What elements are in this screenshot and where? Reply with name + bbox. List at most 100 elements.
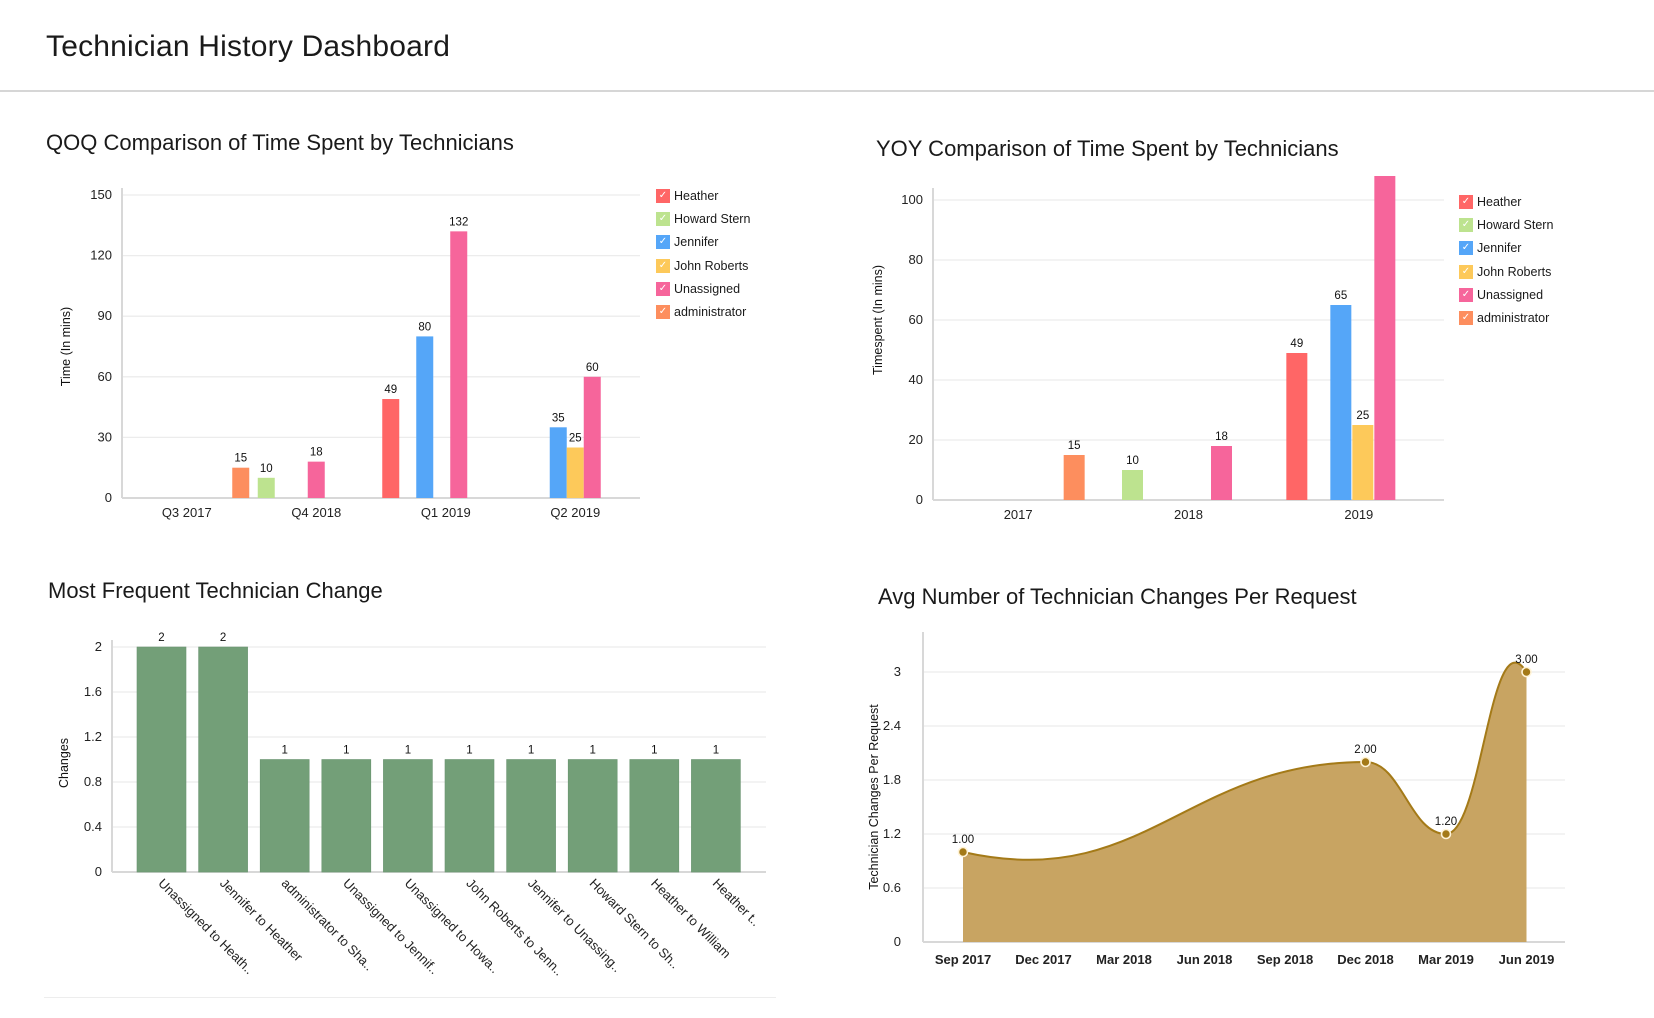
data-point-label: 2.00 (1354, 744, 1376, 756)
checkbox-check-icon[interactable]: ✓ (656, 258, 670, 273)
checkbox-check-icon[interactable]: ✓ (1459, 264, 1473, 279)
legend-item-heather[interactable]: ✓ Heather (1459, 190, 1553, 213)
legend-label: John Roberts (674, 258, 749, 273)
bar-value-label: 1 (713, 745, 719, 757)
bar (321, 759, 372, 873)
bar-john-roberts (566, 447, 584, 498)
checkbox-check-icon[interactable]: ✓ (1459, 241, 1473, 256)
bar (629, 759, 680, 873)
yoy-chart-title: YOY Comparison of Time Spent by Technici… (876, 136, 1339, 161)
bar-unassigned (583, 376, 601, 498)
y-tick-label: 80 (909, 252, 923, 267)
bar-value-label: 1 (343, 745, 349, 757)
y-tick-label: 0 (894, 934, 901, 949)
bar-value-label: 18 (1215, 431, 1228, 443)
bar-value-label: 15 (1068, 440, 1081, 452)
qoq-chart-title: QOQ Comparison of Time Spent by Technici… (46, 130, 514, 155)
x-tick-label: Jun 2019 (1499, 952, 1555, 967)
y-tick-label: 0 (105, 490, 112, 505)
bar-value-label: 10 (260, 463, 273, 475)
bar-jennifer (549, 427, 567, 498)
y-tick-label: 30 (98, 429, 112, 444)
bar-value-label: 18 (310, 447, 323, 459)
legend-item-administrator[interactable]: ✓ administrator (656, 300, 750, 323)
x-tick-label: Sep 2018 (1257, 952, 1313, 967)
checkbox-check-icon[interactable]: ✓ (656, 281, 670, 296)
y-tick-label: 40 (909, 372, 923, 387)
data-point-label: 1.00 (952, 834, 974, 846)
bar-heather (382, 399, 400, 498)
legend-label: Unassigned (1477, 287, 1544, 302)
bar-value-label: 1 (589, 745, 595, 757)
legend-label: Jennifer (1477, 241, 1522, 256)
bar-value-label: 2 (220, 632, 226, 644)
bar-value-label: 1 (651, 745, 657, 757)
bar-jennifer (416, 336, 434, 498)
x-tick-label: Mar 2018 (1096, 952, 1152, 967)
checkbox-check-icon[interactable]: ✓ (1459, 217, 1473, 232)
legend-item-howard-stern[interactable]: ✓ Howard Stern (1459, 213, 1553, 236)
legend-item-jennifer[interactable]: ✓ Jennifer (656, 231, 750, 254)
bar-value-label: 1 (281, 745, 287, 757)
x-tick-label: Heather t.. (710, 876, 764, 930)
data-point-marker (957, 846, 969, 858)
bar-howard-stern (257, 477, 275, 498)
y-tick-label: 60 (909, 312, 923, 327)
y-tick-label: 150 (90, 187, 112, 202)
bar-value-label: 35 (552, 412, 565, 424)
legend-label: Howard Stern (674, 211, 751, 226)
y-tick-label: 120 (90, 248, 112, 263)
checkbox-check-icon[interactable]: ✓ (1459, 311, 1473, 326)
bar-unassigned (1374, 176, 1396, 500)
qoq-legend: ✓ Heather ✓ Howard Stern ✓ Jennifer ✓ John Robe… (656, 184, 750, 324)
qoq-bar-chart: 0 30 60 90 120 150 Time (In mins) Q3 2017 15 Q4 2… (59, 187, 640, 520)
legend-item-jennifer[interactable]: ✓ Jennifer (1459, 237, 1553, 260)
checkbox-check-icon[interactable]: ✓ (1459, 194, 1473, 209)
checkbox-check-icon[interactable]: ✓ (656, 211, 670, 226)
y-tick-label: 90 (98, 308, 112, 323)
y-tick-label: 0 (95, 864, 102, 879)
legend-item-unassigned[interactable]: ✓ Unassigned (1459, 283, 1553, 306)
bar-heather (1286, 353, 1308, 500)
bar (506, 759, 556, 873)
x-tick-label: Q2 2019 (550, 505, 600, 520)
legend-item-john-roberts[interactable]: ✓ John Roberts (656, 254, 750, 277)
bar-value-label: 49 (1290, 338, 1303, 350)
y-tick-label: 0 (916, 492, 923, 507)
y-axis-title: Changes (57, 738, 71, 788)
checkbox-check-icon[interactable]: ✓ (656, 305, 670, 320)
legend-item-howard-stern[interactable]: ✓ Howard Stern (656, 207, 750, 230)
bar-value-label: 49 (384, 384, 397, 396)
legend-label: administrator (674, 305, 747, 320)
x-tick-label: Dec 2017 (1015, 952, 1071, 967)
legend-label: Heather (1477, 194, 1522, 209)
freq-chart-title: Most Frequent Technician Change (48, 578, 383, 603)
checkbox-check-icon[interactable]: ✓ (1459, 287, 1473, 302)
checkbox-check-icon[interactable]: ✓ (656, 235, 670, 250)
bar-value-label: 65 (1334, 290, 1347, 302)
x-tick-label: Q4 2018 (291, 505, 341, 520)
legend-item-john-roberts[interactable]: ✓ John Roberts (1459, 260, 1553, 283)
yoy-bar-chart: 0 20 40 60 80 100 Timespent (In mins) 2017 15 201… (871, 170, 1444, 522)
bar-value-label: 80 (418, 321, 431, 333)
x-tick-label: Q3 2017 (162, 505, 212, 520)
x-tick-label: Dec 2018 (1337, 952, 1393, 967)
legend-label: administrator (1477, 311, 1550, 326)
bar-unassigned (450, 231, 468, 499)
checkbox-check-icon[interactable]: ✓ (656, 188, 670, 203)
legend-item-unassigned[interactable]: ✓ Unassigned (656, 277, 750, 300)
legend-item-heather[interactable]: ✓ Heather (656, 184, 750, 207)
x-tick-label: 2019 (1344, 507, 1373, 522)
bar (383, 759, 433, 873)
bar-value-label: 25 (1356, 410, 1369, 422)
bar (444, 759, 495, 873)
legend-label: Jennifer (674, 235, 719, 250)
bar (198, 646, 248, 873)
legend-item-administrator[interactable]: ✓ administrator (1459, 306, 1553, 329)
y-tick-label: 2 (95, 639, 102, 654)
data-point-marker (1521, 666, 1532, 678)
data-point-marker (1360, 756, 1371, 768)
bar-value-label: 25 (569, 433, 582, 445)
avg-chart-title: Avg Number of Technician Changes Per Req… (878, 584, 1357, 609)
